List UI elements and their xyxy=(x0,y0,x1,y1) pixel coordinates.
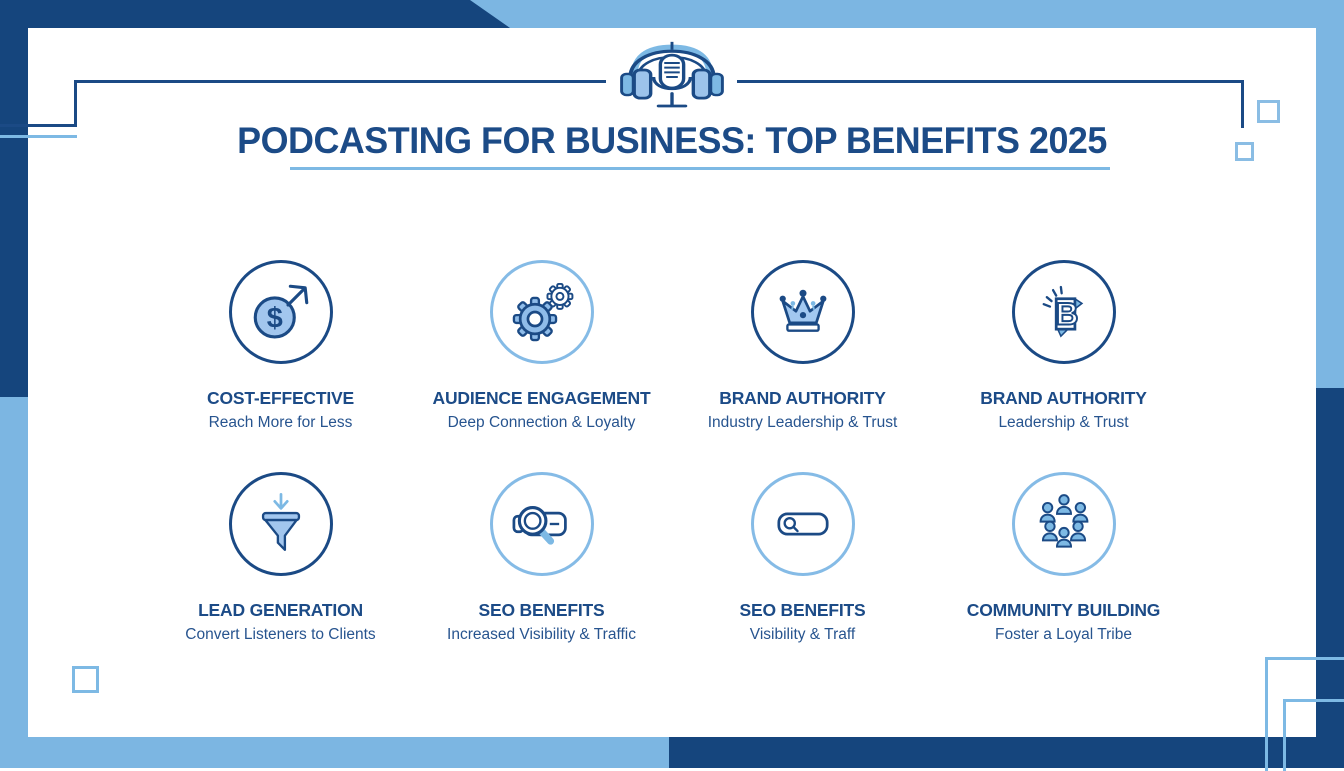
benefit-ring xyxy=(1011,472,1116,576)
benefit-subtitle: Deep Connection & Loyalty xyxy=(447,414,636,431)
benefit-subtitle: Increased Visibility & Traffic xyxy=(447,626,636,643)
benefit-card-brand-authority-2: B BRAND AUTHORITY Leadership & Trust xyxy=(933,260,1194,432)
benefit-ring xyxy=(489,472,594,576)
search-magnifier-icon xyxy=(512,506,567,545)
frame-bottom-navy-segment xyxy=(669,737,1344,768)
benefit-subtitle: Convert Listeners to Clients xyxy=(185,626,376,643)
benefit-title: SEO BENEFITS xyxy=(739,600,866,620)
benefit-ring xyxy=(750,472,855,576)
square-ornament-top-right-small xyxy=(1235,142,1254,161)
benefit-card-lead-generation: LEAD GENERATION Convert Listeners to Cli… xyxy=(150,472,411,644)
square-ornament-top-right-large xyxy=(1257,100,1280,123)
svg-text:$: $ xyxy=(266,303,282,335)
accent-line-light xyxy=(0,135,77,138)
benefit-ring xyxy=(228,472,333,576)
svg-text:B: B xyxy=(1055,296,1078,331)
community-icon xyxy=(1039,494,1088,548)
content-card xyxy=(28,28,1316,737)
benefit-card-seo-benefits-1: SEO BENEFITS Increased Visibility & Traf… xyxy=(411,472,672,644)
benefit-subtitle: Leadership & Trust xyxy=(998,414,1129,431)
benefit-title: SEO BENEFITS xyxy=(478,600,605,620)
funnel-icon xyxy=(261,492,300,551)
benefits-grid: $ COST-EFFECTIVE Reach More for Less xyxy=(150,260,1194,644)
dollar-growth-icon: $ xyxy=(253,284,308,339)
step-line-right-vertical xyxy=(1241,80,1244,128)
square-ornament-bottom-left xyxy=(72,666,99,693)
page-title: PODCASTING FOR BUSINESS: TOP BENEFITS 20… xyxy=(237,120,1107,161)
title-underline xyxy=(290,167,1110,170)
step-line-left-vertical xyxy=(74,80,77,127)
benefit-ring: $ xyxy=(228,260,333,364)
frame-left-navy-segment xyxy=(0,28,28,397)
frame-right-band xyxy=(1316,28,1344,737)
benefit-subtitle: Visibility & Traff xyxy=(749,626,856,643)
benefit-ring: B xyxy=(1011,260,1116,364)
frame-top-band xyxy=(0,0,1344,28)
frame-right-light-segment xyxy=(1316,28,1344,388)
crown-icon xyxy=(779,289,826,332)
benefit-ring xyxy=(489,260,594,364)
benefit-card-audience-engagement: AUDIENCE ENGAGEMENT Deep Connection & Lo… xyxy=(411,260,672,432)
step-line-left-horizontal xyxy=(0,124,77,127)
frame-left-band xyxy=(0,28,28,737)
benefit-subtitle: Industry Leadership & Trust xyxy=(707,414,898,431)
benefit-title: COST-EFFECTIVE xyxy=(207,388,354,408)
corner-bracket-outer xyxy=(1265,657,1344,771)
benefit-ring xyxy=(750,260,855,364)
brand-badge-icon: B xyxy=(1042,285,1083,338)
gears-icon xyxy=(512,282,573,342)
step-line-top-left xyxy=(74,80,606,83)
benefit-subtitle: Foster a Loyal Tribe xyxy=(995,626,1132,643)
benefit-title: BRAND AUTHORITY xyxy=(980,388,1147,408)
frame-bottom-band xyxy=(0,737,1344,768)
corner-bracket-inner xyxy=(1283,699,1344,771)
benefit-card-community-building: COMMUNITY BUILDING Foster a Loyal Tribe xyxy=(933,472,1194,644)
benefit-title: BRAND AUTHORITY xyxy=(719,388,886,408)
benefit-title: COMMUNITY BUILDING xyxy=(966,600,1161,620)
benefit-subtitle: Reach More for Less xyxy=(208,414,353,431)
benefit-title: AUDIENCE ENGAGEMENT xyxy=(432,388,651,408)
step-line-top-right xyxy=(737,80,1244,83)
benefit-title: LEAD GENERATION xyxy=(198,600,363,620)
frame-top-navy-segment xyxy=(0,0,510,28)
headphones-microphone-icon xyxy=(620,41,724,108)
search-bar-icon xyxy=(776,512,829,536)
benefit-card-brand-authority-1: BRAND AUTHORITY Industry Leadership & Tr… xyxy=(672,260,933,432)
benefit-card-seo-benefits-2: SEO BENEFITS Visibility & Traff xyxy=(672,472,933,644)
benefit-card-cost-effective: $ COST-EFFECTIVE Reach More for Less xyxy=(150,260,411,432)
